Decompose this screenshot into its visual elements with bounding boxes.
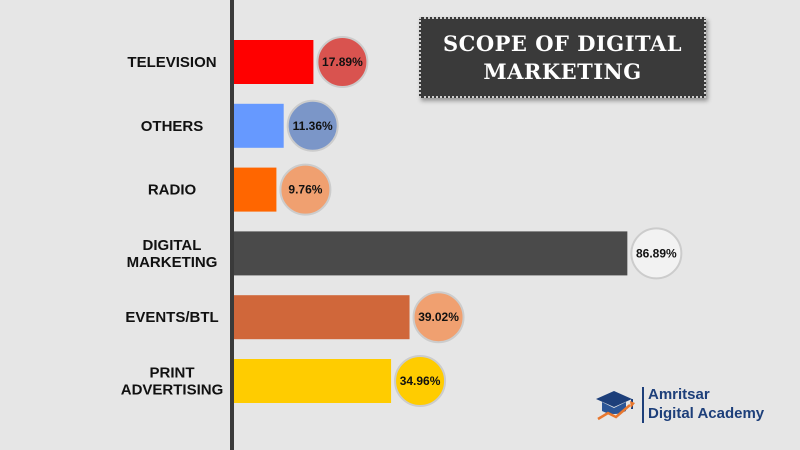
bar-0	[232, 40, 314, 84]
bar-5	[232, 359, 392, 403]
category-label-2: RADIO	[148, 182, 197, 199]
bar-4	[232, 295, 410, 340]
value-label-4: 39.02%	[418, 310, 459, 324]
category-label-4: EVENTS/BTL	[125, 309, 218, 326]
value-label-0: 17.89%	[322, 55, 363, 69]
value-badge-3	[630, 227, 683, 280]
bar-3	[232, 231, 628, 276]
value-label-5: 34.96%	[400, 374, 441, 388]
category-label-3: DIGITAL MARKETING	[127, 237, 218, 271]
bar-2	[232, 167, 277, 212]
logo-text: Amritsar Digital Academy	[648, 385, 764, 423]
academy-logo: Amritsar Digital Academy	[592, 383, 772, 429]
value-badge-4	[412, 291, 465, 344]
logo-line-2: Digital Academy	[648, 405, 765, 422]
value-badge-0	[316, 36, 369, 88]
value-label-1: 11.36%	[293, 119, 333, 133]
logo-line-1: Amritsar	[648, 386, 710, 403]
value-badge-1	[286, 99, 339, 152]
category-label-0: TELEVISION	[127, 54, 216, 71]
graduation-cap-icon	[596, 391, 635, 421]
bar-1	[232, 103, 284, 148]
bars-layer: TELEVISION 17.89% OTHERS 11.36% RADIO 9.76% DI…	[121, 36, 683, 407]
value-label-2: 9.76%	[288, 183, 322, 197]
value-label-3: 86.89%	[636, 246, 677, 260]
value-badge-5	[394, 355, 447, 407]
chart-title: SCOPE OF DIGITAL MARKETING	[442, 30, 683, 84]
category-label-1: OTHERS	[141, 118, 204, 135]
category-label-5: PRINT ADVERTISING	[121, 365, 224, 399]
chart-title-box: SCOPE OF DIGITAL MARKETING	[419, 17, 706, 98]
value-badge-2	[279, 163, 332, 216]
logo-divider	[642, 387, 644, 423]
